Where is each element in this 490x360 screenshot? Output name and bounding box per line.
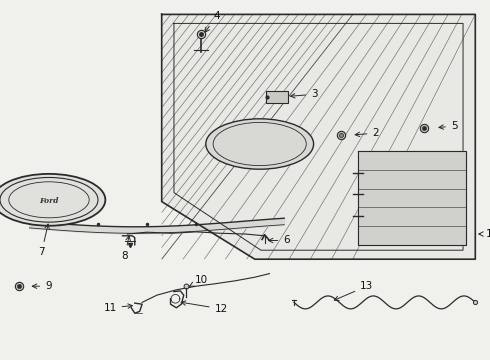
Polygon shape [162,14,475,259]
Ellipse shape [0,174,105,226]
Text: 12: 12 [181,301,228,314]
Polygon shape [358,151,466,245]
Text: 1: 1 [479,229,490,239]
Text: 4: 4 [205,11,220,32]
Text: 9: 9 [32,281,52,291]
Text: 3: 3 [291,89,318,99]
Text: 13: 13 [334,281,373,301]
Text: Ford: Ford [39,197,59,204]
FancyBboxPatch shape [266,91,288,103]
Text: 11: 11 [103,303,132,313]
Text: 10: 10 [190,275,208,286]
Text: 7: 7 [38,224,49,257]
Ellipse shape [10,182,88,217]
Text: 6: 6 [269,235,290,246]
Text: 5: 5 [439,121,458,131]
Text: 2: 2 [355,128,379,138]
Text: 8: 8 [122,236,130,261]
Ellipse shape [206,119,314,169]
